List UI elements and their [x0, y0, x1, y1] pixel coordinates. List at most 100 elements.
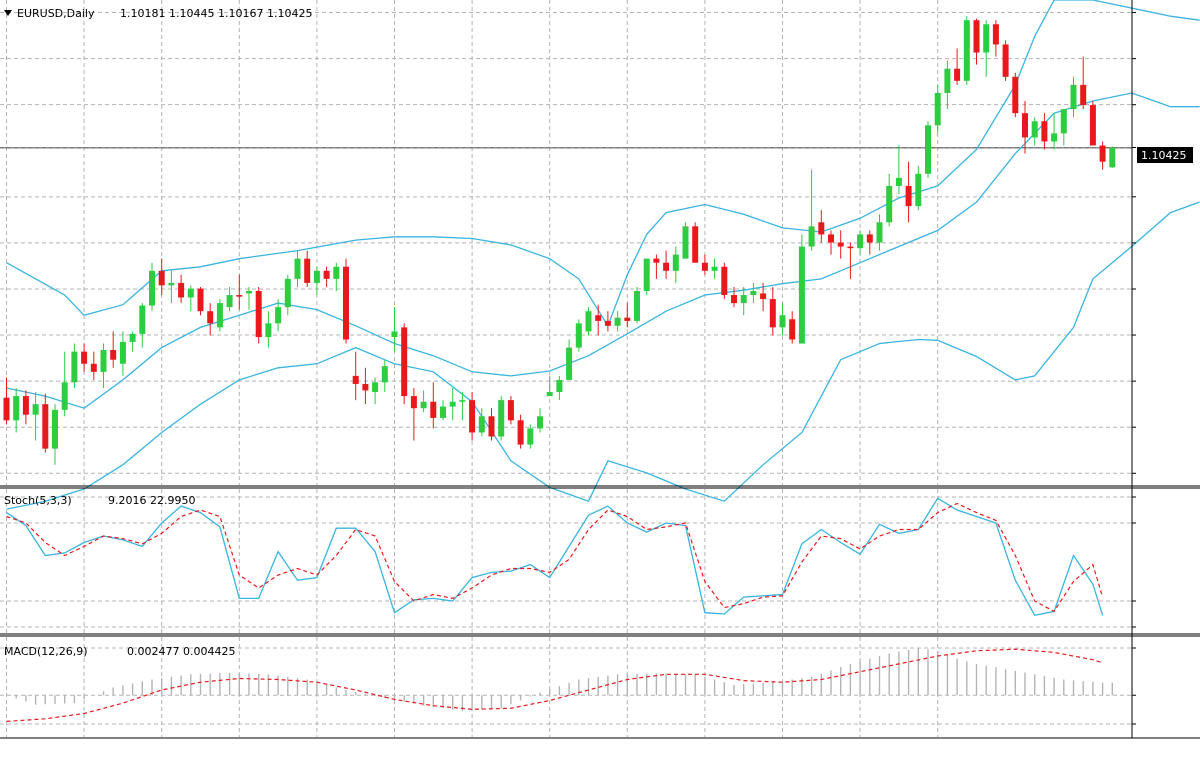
candle-body	[750, 291, 757, 296]
candle-body	[1109, 147, 1116, 168]
stoch-panel-title: Stoch(5,3,3)	[4, 494, 72, 507]
candlesticks	[3, 16, 1116, 465]
candle-body	[740, 295, 747, 304]
candle-body	[954, 68, 961, 81]
candle-body	[895, 177, 902, 186]
candle-body	[585, 311, 592, 332]
candle-body	[32, 404, 39, 415]
candle-body	[119, 341, 126, 364]
candle-body	[876, 222, 883, 243]
candle-body	[323, 270, 330, 279]
candle-body	[3, 397, 10, 421]
candle-body	[1070, 84, 1077, 110]
candle-body	[934, 92, 941, 126]
candle-body	[149, 270, 155, 306]
candle-body	[168, 282, 175, 286]
candle-body	[333, 266, 340, 279]
candle-body	[1031, 121, 1038, 138]
ohlc-readout: 1.10181 1.10445 1.10167 1.10425	[120, 7, 312, 20]
candle-body	[595, 315, 602, 321]
candle-body	[313, 270, 320, 283]
candle-body	[362, 383, 369, 391]
candle-body	[731, 295, 737, 304]
candle-body	[81, 351, 88, 364]
candle-body	[808, 226, 815, 247]
candle-body	[294, 258, 301, 279]
candle-body	[129, 333, 136, 342]
candle-body	[866, 234, 873, 243]
candle-body	[507, 400, 514, 421]
candle-body	[187, 288, 194, 298]
candle-body	[537, 416, 543, 429]
candle-body	[1012, 76, 1019, 114]
candle-body	[1060, 109, 1067, 134]
candle-body	[634, 291, 640, 321]
current-price-label: 1.10425	[1141, 149, 1187, 162]
candle-body	[410, 396, 417, 409]
candle-body	[372, 382, 379, 393]
candle-body	[779, 315, 786, 328]
candle-body	[517, 420, 524, 445]
candle-body	[1089, 105, 1096, 146]
candle-body	[52, 409, 58, 449]
macd-panel-title: MACD(12,26,9)	[4, 645, 88, 658]
candle-body	[236, 295, 243, 297]
candle-body	[197, 288, 204, 312]
stochastic-lines	[6, 497, 1104, 617]
price-axis	[1132, 12, 1136, 725]
candle-body	[992, 24, 999, 45]
candle-body	[391, 331, 398, 338]
candle-body	[343, 266, 349, 340]
candle-body	[944, 68, 951, 93]
candle-body	[61, 382, 68, 410]
main-panel-title: EURUSD,Daily	[17, 7, 95, 20]
candle-body	[566, 347, 573, 380]
candle-body	[71, 351, 78, 383]
candle-body	[158, 270, 165, 286]
candle-body	[663, 262, 670, 271]
candle-body	[915, 173, 922, 207]
candle-body	[216, 303, 223, 328]
candle-body	[721, 266, 728, 296]
candle-body	[973, 20, 980, 53]
current-price-marker	[1137, 147, 1193, 163]
candle-body	[1080, 84, 1087, 106]
grid	[0, 0, 1132, 737]
candle-body	[207, 311, 214, 324]
candle-body	[556, 379, 563, 393]
candle-body	[847, 246, 854, 249]
candle-body	[139, 305, 146, 334]
macd-signal-line	[6, 648, 1103, 722]
candle-body	[963, 20, 970, 81]
bollinger-lower-line	[6, 201, 1200, 510]
candle-body	[401, 327, 408, 397]
candle-body	[527, 428, 534, 445]
macd-values: 0.002477 0.004425	[127, 645, 235, 658]
candle-body	[440, 406, 446, 418]
chevron-down-icon[interactable]	[4, 10, 12, 16]
candle-body	[1099, 145, 1106, 162]
candle-body	[420, 401, 427, 409]
candle-body	[1051, 133, 1058, 142]
candle-body	[711, 266, 718, 271]
candle-body	[42, 404, 49, 449]
candle-body	[226, 295, 233, 308]
candle-body	[624, 317, 631, 321]
candle-body	[13, 396, 20, 421]
stoch-values: 9.2016 22.9950	[108, 494, 195, 507]
candle-body	[498, 400, 505, 437]
candle-body	[265, 323, 272, 338]
candle-body	[604, 320, 611, 326]
candle-body	[789, 319, 796, 340]
candle-body	[90, 363, 97, 372]
candle-body	[1022, 113, 1028, 138]
candle-body	[672, 254, 679, 271]
candle-body	[478, 416, 485, 433]
candle-body	[828, 234, 834, 243]
candle-body	[798, 246, 805, 344]
candle-body	[643, 258, 650, 291]
candle-body	[983, 24, 990, 53]
candle-body	[430, 401, 437, 418]
candle-body	[925, 125, 931, 174]
